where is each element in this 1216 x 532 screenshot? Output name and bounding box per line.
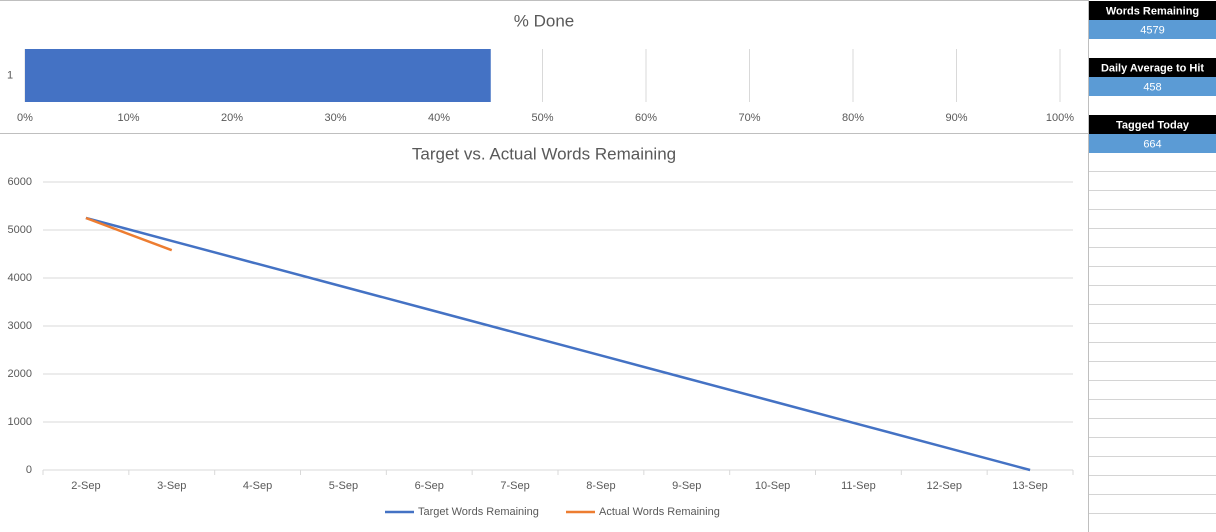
x-tick-label: 100% — [1046, 112, 1074, 124]
x-tick-label: 40% — [428, 112, 450, 124]
legend-label: Actual Words Remaining — [599, 506, 720, 518]
x-tick-label: 3-Sep — [157, 480, 186, 492]
chart-title: Target vs. Actual Words Remaining — [412, 144, 676, 163]
cell-label: Tagged Today — [1116, 119, 1190, 131]
x-tick-label: 5-Sep — [329, 480, 358, 492]
y-tick-label: 5000 — [8, 224, 32, 236]
x-tick-label: 11-Sep — [841, 480, 876, 492]
x-tick-label: 30% — [324, 112, 346, 124]
label-cell — [1089, 115, 1216, 134]
x-tick-label: 12-Sep — [927, 480, 962, 492]
cell-value: 4579 — [1140, 24, 1164, 36]
x-tick-label: 2-Sep — [71, 480, 100, 492]
x-tick-label: 10% — [117, 112, 139, 124]
x-tick-label: 4-Sep — [243, 480, 272, 492]
cell-value: 458 — [1143, 81, 1161, 93]
y-tick-label: 0 — [26, 464, 32, 476]
x-tick-label: 80% — [842, 112, 864, 124]
y-tick-label: 3000 — [8, 320, 32, 332]
value-cell — [1089, 77, 1216, 96]
x-tick-label: 9-Sep — [672, 480, 701, 492]
x-tick-label: 90% — [945, 112, 967, 124]
x-tick-label: 10-Sep — [755, 480, 790, 492]
x-tick-label: 0% — [17, 112, 33, 124]
chart-title: % Done — [514, 11, 574, 30]
x-tick-label: 20% — [221, 112, 243, 124]
cell-label: Daily Average to Hit — [1101, 62, 1204, 74]
y-tick-label: 1 — [7, 69, 13, 81]
bar — [25, 49, 491, 102]
x-tick-label: 13-Sep — [1012, 480, 1047, 492]
legend-label: Target Words Remaining — [418, 506, 539, 518]
cell-value: 664 — [1143, 138, 1161, 150]
cell-label: Words Remaining — [1106, 5, 1199, 17]
series-line — [85, 216, 173, 252]
x-tick-label: 6-Sep — [415, 480, 444, 492]
x-tick-label: 8-Sep — [586, 480, 615, 492]
label-cell — [1089, 1, 1216, 20]
x-tick-label: 7-Sep — [500, 480, 529, 492]
value-cell — [1089, 20, 1216, 39]
y-tick-label: 6000 — [8, 176, 32, 188]
series-line — [85, 216, 1031, 472]
x-tick-label: 70% — [738, 112, 760, 124]
y-tick-label: 1000 — [8, 416, 32, 428]
x-tick-label: 60% — [635, 112, 657, 124]
y-tick-label: 4000 — [8, 272, 32, 284]
y-tick-label: 2000 — [8, 368, 32, 380]
x-tick-label: 50% — [531, 112, 553, 124]
value-cell — [1089, 134, 1216, 153]
label-cell — [1089, 58, 1216, 77]
